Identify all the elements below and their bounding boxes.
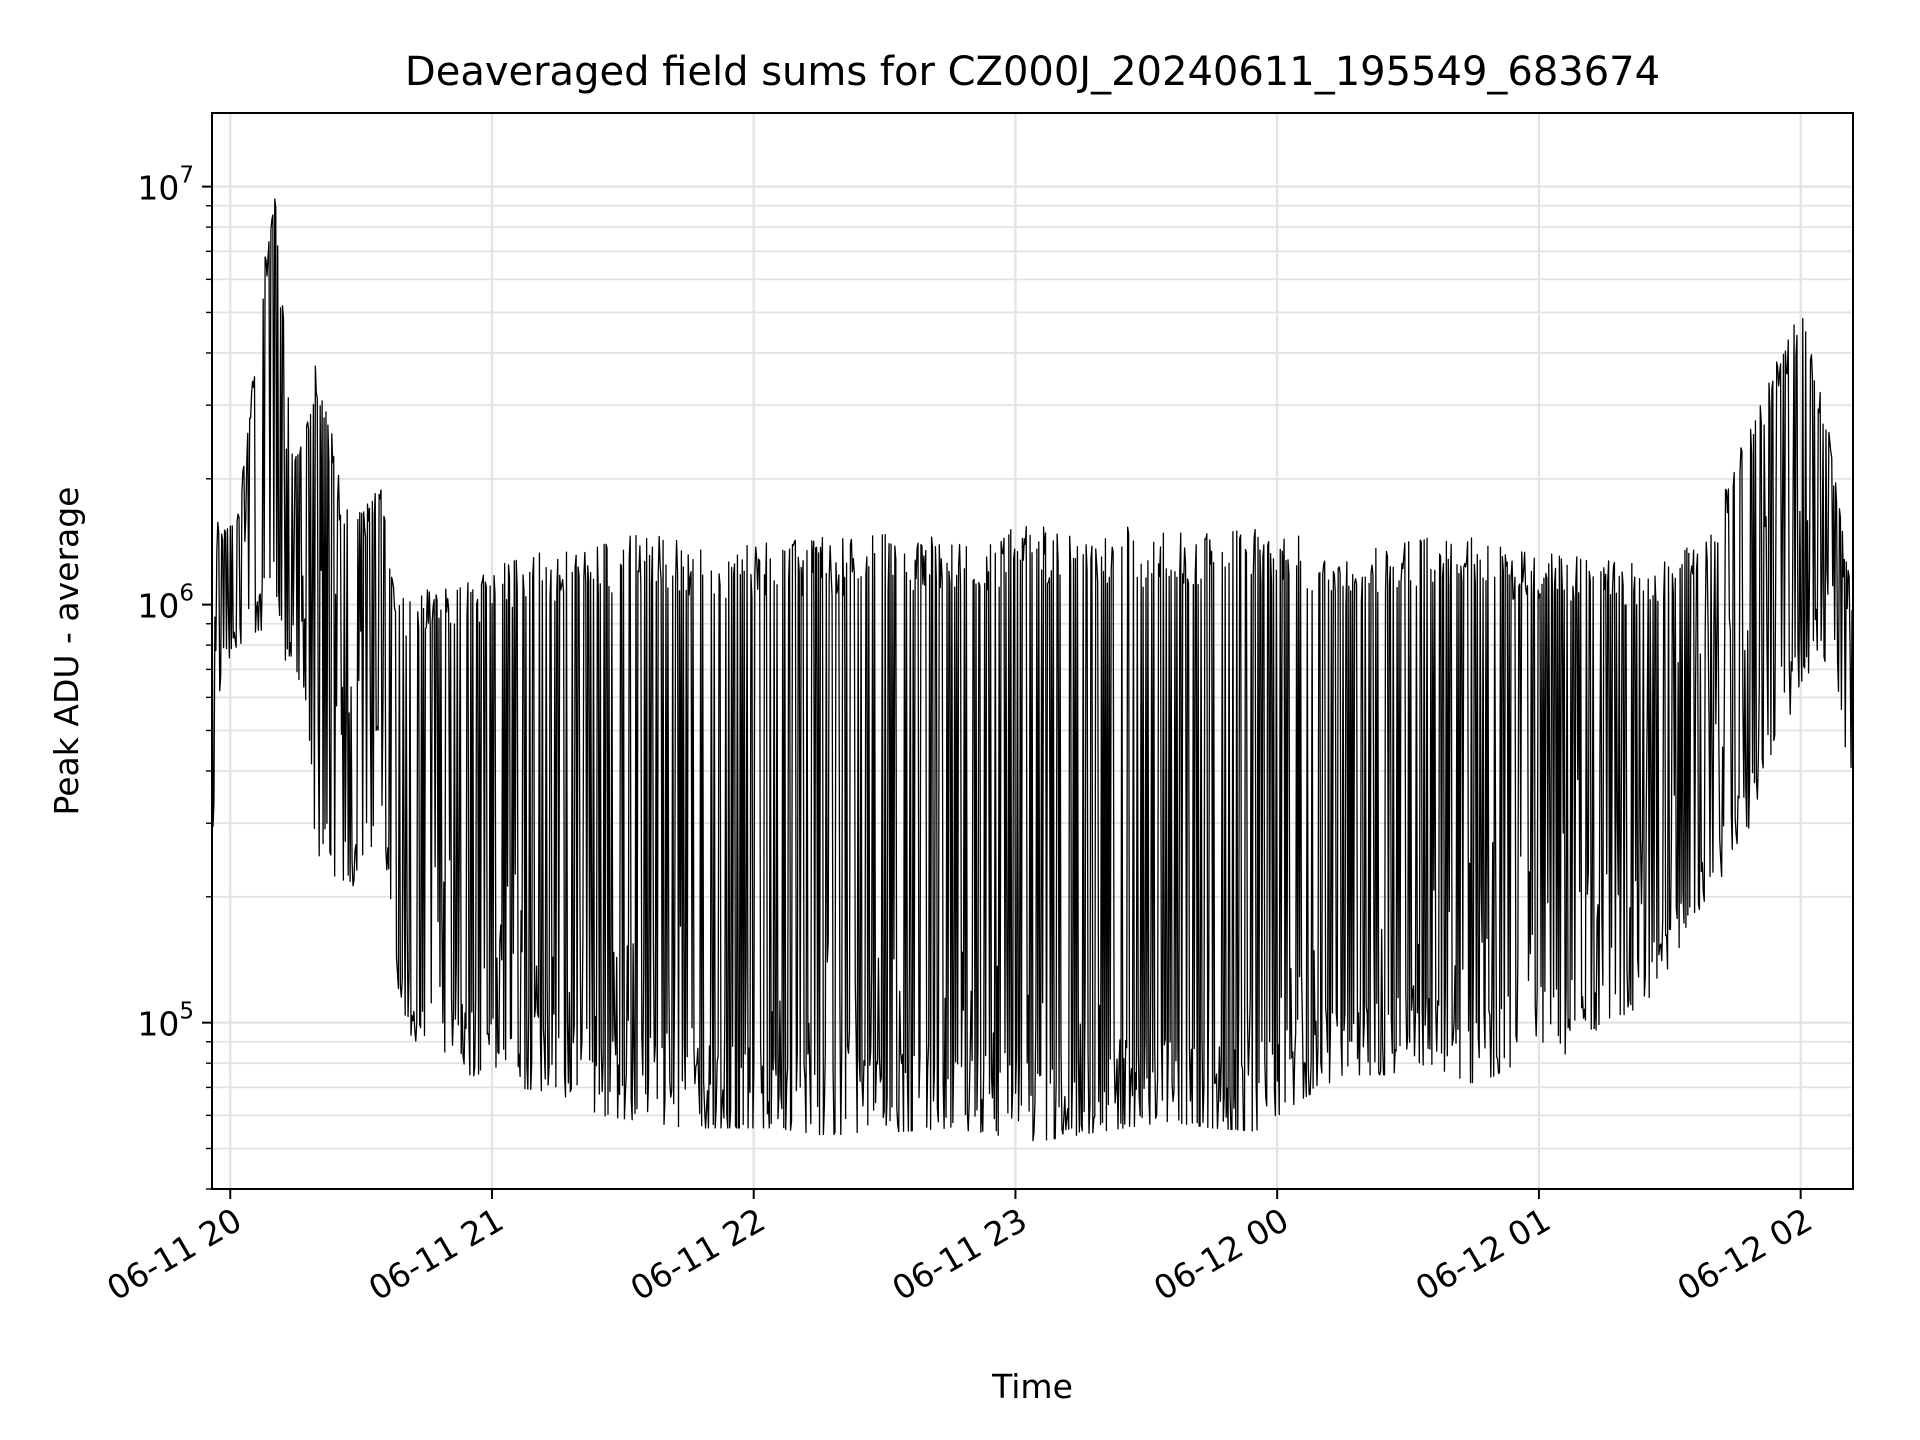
series-line	[211, 198, 1854, 1142]
y-axis-label: Peak ADU - average	[47, 487, 86, 816]
series-layer	[211, 198, 1854, 1142]
y-axis: 105 106 107	[137, 163, 212, 1190]
x-axis-label: Time	[991, 1367, 1073, 1406]
y-tick-label: 106	[137, 581, 194, 626]
y-tick-label: 105	[137, 999, 194, 1044]
chart-title: Deaveraged field sums for CZ000J_2024061…	[405, 49, 1660, 95]
y-tick-label: 107	[137, 163, 194, 208]
plot-frame	[211, 112, 1854, 1190]
